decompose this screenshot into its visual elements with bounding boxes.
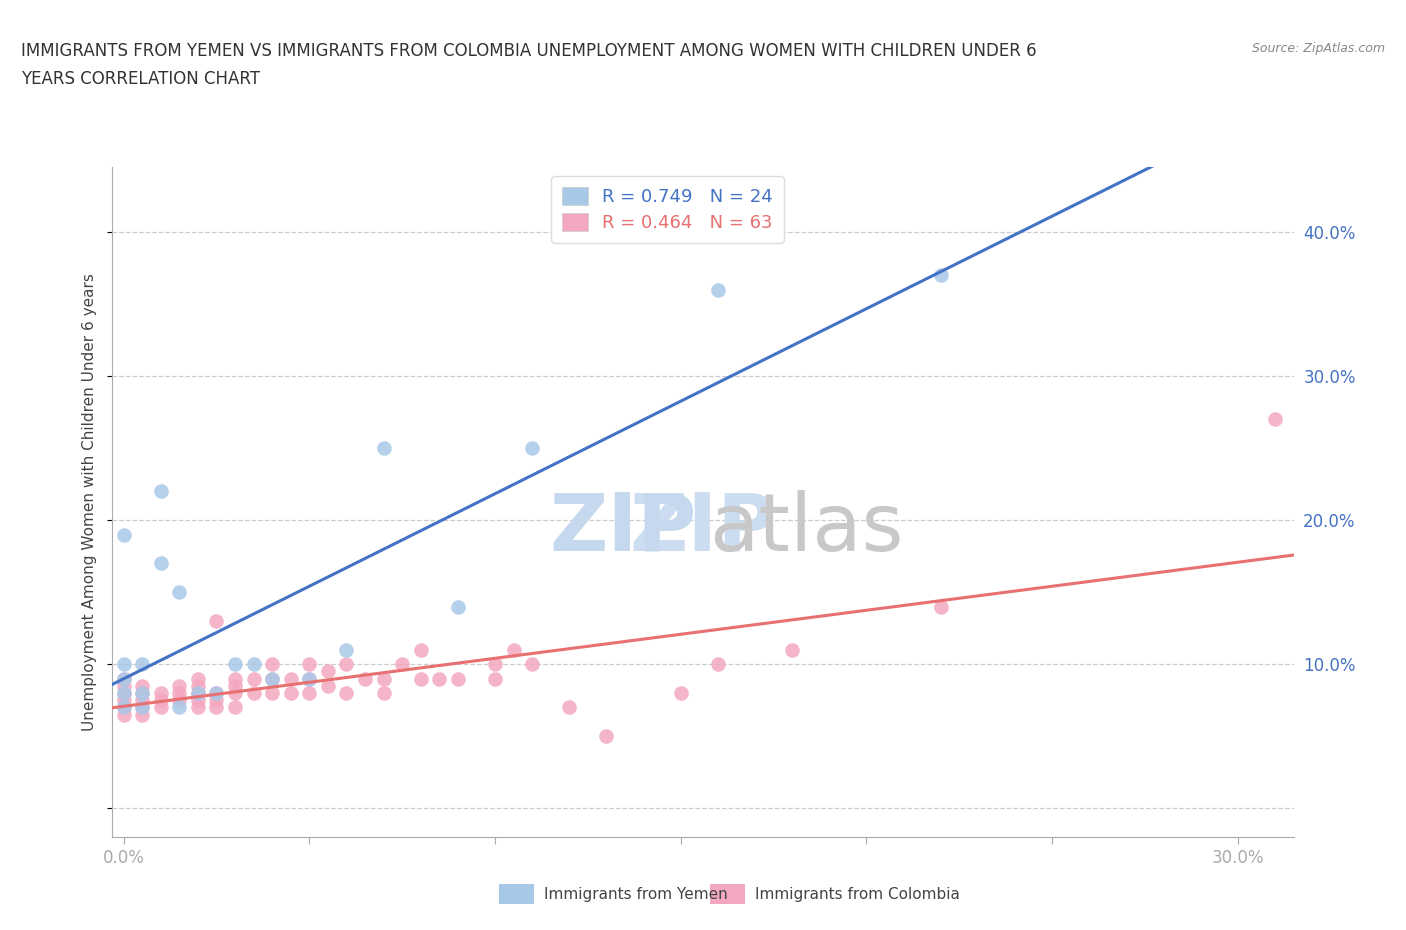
Point: [298, 657, 321, 671]
Point: [205, 685, 228, 700]
Point: [558, 700, 581, 715]
Point: [149, 556, 172, 571]
Point: [169, 685, 191, 700]
Point: [169, 585, 191, 600]
Point: [112, 657, 135, 671]
Point: [224, 700, 246, 715]
Text: atlas: atlas: [709, 490, 903, 568]
Point: [187, 700, 209, 715]
Point: [447, 599, 470, 614]
Legend: R = 0.749   N = 24, R = 0.464   N = 63: R = 0.749 N = 24, R = 0.464 N = 63: [551, 177, 783, 243]
Point: [131, 700, 153, 715]
Point: [112, 527, 135, 542]
Point: [447, 671, 470, 686]
Point: [707, 657, 730, 671]
Point: [335, 643, 357, 658]
Point: [131, 685, 153, 700]
Point: [427, 671, 450, 686]
Point: [298, 671, 321, 686]
Point: [262, 671, 284, 686]
Point: [707, 283, 730, 298]
Point: [131, 707, 153, 722]
Point: [205, 700, 228, 715]
Point: [112, 700, 135, 715]
Y-axis label: Unemployment Among Women with Children Under 6 years: Unemployment Among Women with Children U…: [82, 273, 97, 731]
Text: Source: ZipAtlas.com: Source: ZipAtlas.com: [1251, 42, 1385, 55]
Point: [169, 678, 191, 693]
Point: [484, 657, 506, 671]
Point: [131, 693, 153, 708]
Point: [520, 441, 543, 456]
Point: [298, 685, 321, 700]
Point: [205, 685, 228, 700]
Point: [335, 685, 357, 700]
Point: [149, 685, 172, 700]
Point: [187, 685, 209, 700]
Point: [502, 643, 524, 658]
Point: [354, 671, 377, 686]
Point: [373, 441, 395, 456]
Point: [316, 678, 339, 693]
Point: [316, 664, 339, 679]
Point: [131, 700, 153, 715]
Point: [409, 643, 432, 658]
Point: [112, 700, 135, 715]
Point: [149, 693, 172, 708]
Point: [224, 678, 246, 693]
Point: [391, 657, 413, 671]
Point: [262, 685, 284, 700]
Point: [929, 268, 952, 283]
Point: [112, 671, 135, 686]
Point: [187, 671, 209, 686]
Point: [262, 671, 284, 686]
Point: [298, 671, 321, 686]
Point: [484, 671, 506, 686]
Text: ZIP: ZIP: [630, 490, 776, 568]
Point: [187, 693, 209, 708]
Point: [280, 685, 302, 700]
Point: [669, 685, 692, 700]
Text: ZIPatlas: ZIPatlas: [544, 490, 862, 568]
Point: [149, 700, 172, 715]
Point: [112, 678, 135, 693]
Point: [169, 693, 191, 708]
Point: [1264, 412, 1286, 427]
Point: [929, 599, 952, 614]
Point: [205, 693, 228, 708]
Point: [520, 657, 543, 671]
Point: [224, 685, 246, 700]
Point: [169, 700, 191, 715]
Text: IMMIGRANTS FROM YEMEN VS IMMIGRANTS FROM COLOMBIA UNEMPLOYMENT AMONG WOMEN WITH : IMMIGRANTS FROM YEMEN VS IMMIGRANTS FROM…: [21, 42, 1036, 60]
Point: [242, 671, 264, 686]
Point: [187, 685, 209, 700]
Point: [242, 685, 264, 700]
Text: YEARS CORRELATION CHART: YEARS CORRELATION CHART: [21, 70, 260, 87]
Point: [131, 678, 153, 693]
Point: [112, 685, 135, 700]
Text: Immigrants from Yemen: Immigrants from Yemen: [544, 887, 728, 902]
Point: [131, 685, 153, 700]
Text: Immigrants from Colombia: Immigrants from Colombia: [755, 887, 960, 902]
Point: [224, 657, 246, 671]
Point: [112, 671, 135, 686]
Point: [187, 678, 209, 693]
Point: [780, 643, 803, 658]
Point: [131, 657, 153, 671]
Point: [595, 729, 617, 744]
Point: [262, 657, 284, 671]
Point: [335, 657, 357, 671]
Point: [409, 671, 432, 686]
Point: [149, 484, 172, 498]
Point: [112, 707, 135, 722]
Point: [205, 614, 228, 629]
Point: [224, 671, 246, 686]
Point: [373, 685, 395, 700]
Point: [280, 671, 302, 686]
Point: [373, 671, 395, 686]
Point: [242, 657, 264, 671]
Text: ZIP: ZIP: [550, 490, 697, 568]
Point: [112, 685, 135, 700]
Point: [112, 693, 135, 708]
